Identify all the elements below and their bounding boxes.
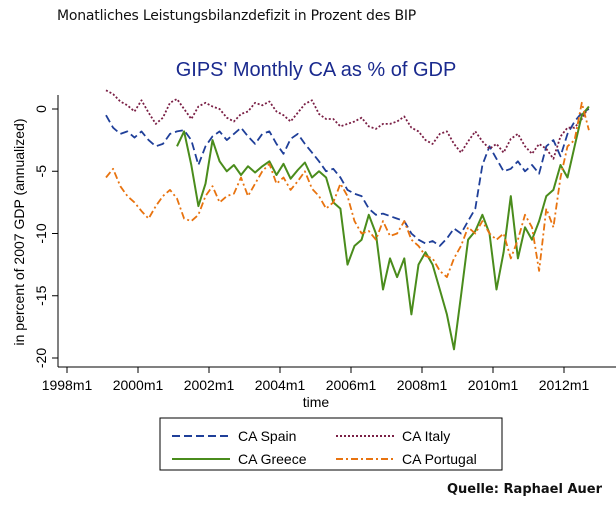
source-caption: Quelle: Raphael Auer <box>446 482 602 497</box>
x-ticks: 1998m1 2000m1 2002m1 2004m1 2006m1 2008m1 2010… <box>42 367 590 393</box>
legend-box <box>159 417 503 471</box>
series-line-ca-portugal <box>105 101 590 279</box>
y-tick-label: 0 <box>33 105 49 113</box>
x-tick-label: 1998m1 <box>42 377 93 393</box>
series-line-ca-italy <box>105 89 590 160</box>
x-tick-label: 2004m1 <box>255 377 306 393</box>
legend-item-ca-portugal: CA Portugal <box>336 451 477 467</box>
x-tick-label: 2008m1 <box>397 377 448 393</box>
chart-title: GIPS' Monthly CA as % of GDP <box>176 59 457 81</box>
y-ticks: 0 -5 -10 -15 -20 <box>33 105 58 368</box>
x-axis-label: time <box>303 394 330 410</box>
y-axis-label: in percent of 2007 GDP (annualized) <box>11 119 27 346</box>
x-tick-label: 2000m1 <box>113 377 164 393</box>
axes <box>57 95 616 368</box>
y-tick-label: -20 <box>33 348 49 368</box>
series-line-ca-spain <box>105 108 590 247</box>
legend: CA Spain CA Italy CA Greece CA Portugal <box>159 417 503 471</box>
y-tick-label: -15 <box>33 285 49 305</box>
y-tick-label: -5 <box>33 165 49 178</box>
y-tick-label: -10 <box>33 223 49 243</box>
legend-item-ca-spain: CA Spain <box>172 428 296 444</box>
legend-item-ca-italy: CA Italy <box>336 428 450 444</box>
x-tick-label: 2006m1 <box>326 377 377 393</box>
legend-label: CA Portugal <box>402 451 477 467</box>
legend-label: CA Greece <box>238 451 307 467</box>
legend-label: CA Italy <box>402 428 450 444</box>
plot-lines <box>105 89 590 351</box>
legend-label: CA Spain <box>238 428 296 444</box>
legend-item-ca-greece: CA Greece <box>172 451 307 467</box>
page-caption: Monatliches Leistungsbilanzdefizit in Pr… <box>57 8 417 24</box>
x-tick-label: 2010m1 <box>468 377 519 393</box>
x-tick-label: 2002m1 <box>184 377 235 393</box>
series-line-ca-greece <box>176 105 590 351</box>
x-tick-label: 2012m1 <box>539 377 590 393</box>
